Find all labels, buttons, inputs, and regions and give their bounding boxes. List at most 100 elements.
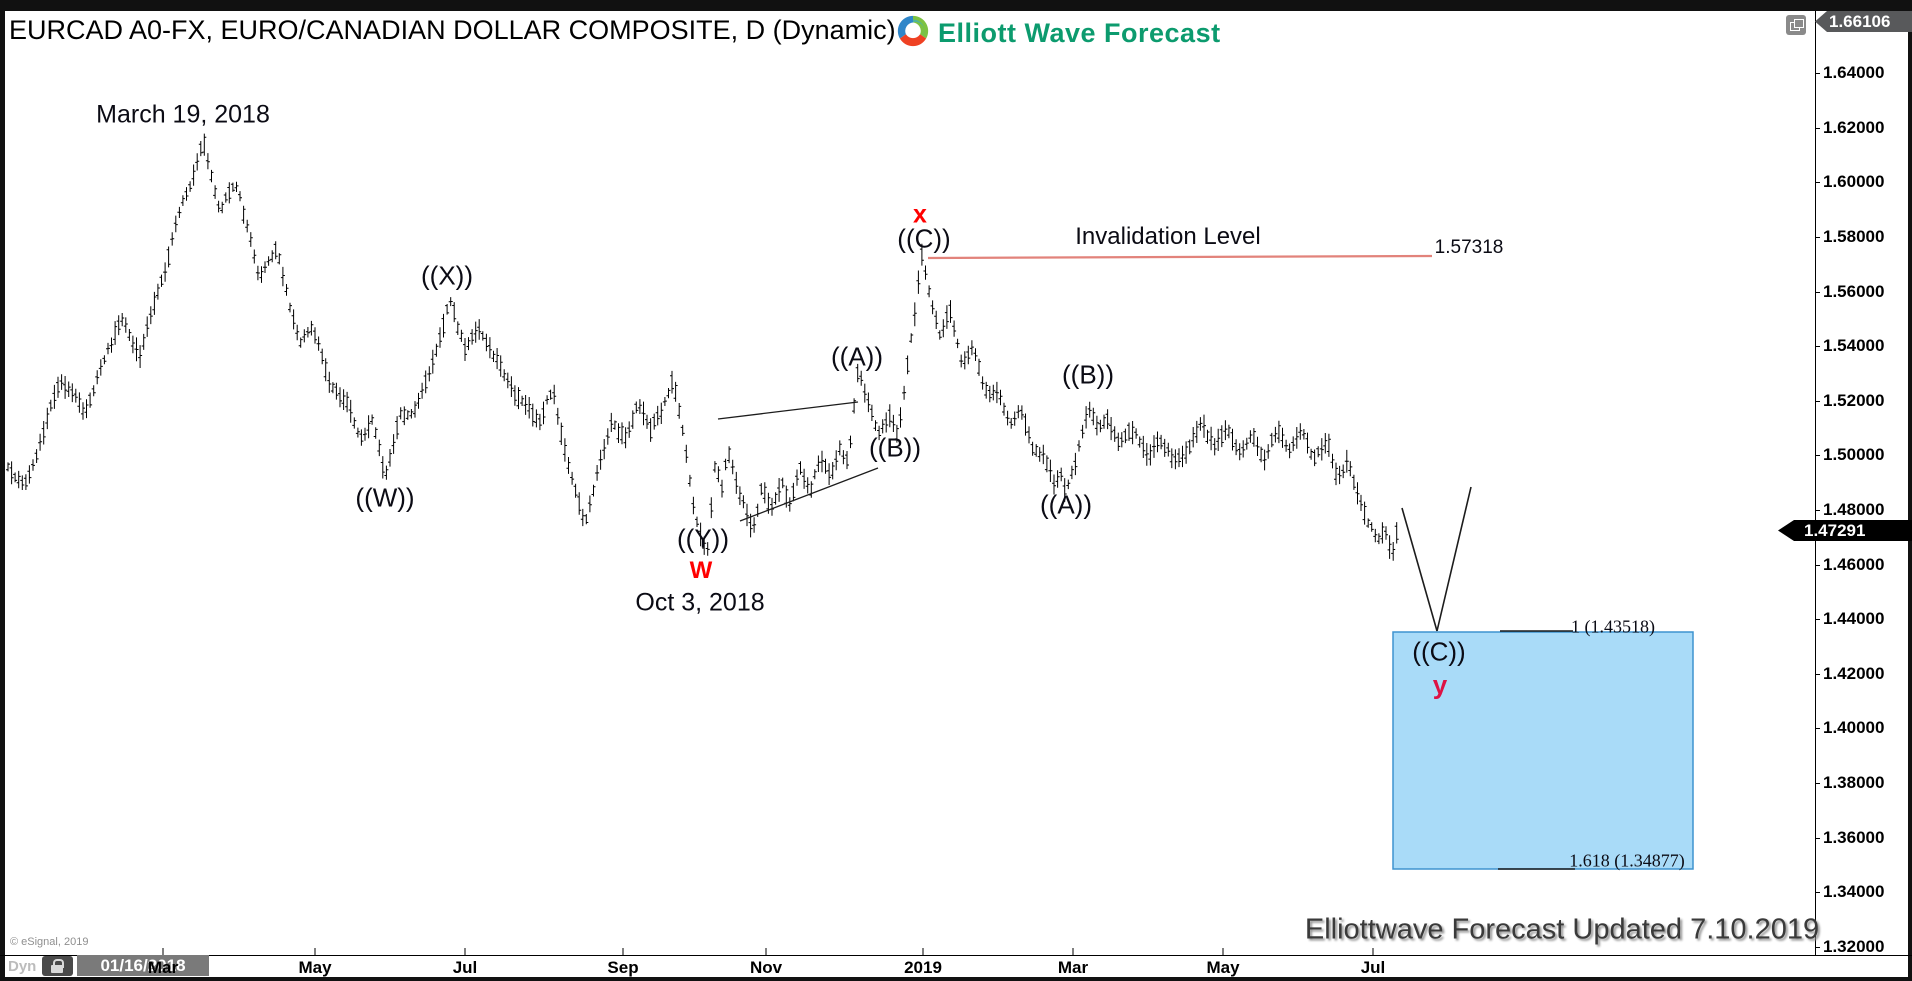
price-axis-label: 1.32000 xyxy=(1823,937,1885,956)
price-axis-label: 1.62000 xyxy=(1823,118,1885,137)
wave-label-ww: ((W)) xyxy=(355,482,415,513)
wave-label-a2: ((A)) xyxy=(1040,489,1092,520)
trend-line-2 xyxy=(1401,507,1438,632)
price-axis-label: 1.58000 xyxy=(1823,227,1885,246)
target-box xyxy=(1392,631,1694,870)
time-axis-tick xyxy=(314,948,316,955)
price-axis-tick xyxy=(1815,128,1820,129)
ohlc-bars xyxy=(6,133,1399,561)
last-price-tag: 1.47291 xyxy=(1778,520,1912,541)
time-axis-label: May xyxy=(1206,958,1240,977)
price-axis-tick xyxy=(1815,510,1820,511)
window-restore-icon[interactable] xyxy=(1786,15,1806,35)
time-axis-tick xyxy=(1222,948,1224,955)
price-axis-tick xyxy=(1815,947,1820,948)
logo-text: Elliott Wave Forecast xyxy=(938,18,1221,48)
price-axis-label: 1.50000 xyxy=(1823,445,1885,464)
invalidation-level-line xyxy=(927,254,1433,260)
time-axis-tick xyxy=(922,948,924,955)
time-axis-label: Sep xyxy=(607,958,639,977)
price-axis-label: 1.64000 xyxy=(1823,63,1885,82)
price-axis-label: 1.48000 xyxy=(1823,500,1885,519)
time-axis-tick xyxy=(1372,948,1374,955)
wave-label-c1: ((C)) xyxy=(897,223,951,254)
wave-label-b1: ((B)) xyxy=(869,432,921,463)
date-label-oct: Oct 3, 2018 xyxy=(635,588,765,617)
window-right-edge xyxy=(1908,0,1912,981)
time-axis-label: Jul xyxy=(1360,958,1386,977)
ohlc-bars-layer xyxy=(6,133,1399,561)
wave-label-w: W xyxy=(689,557,713,584)
chart-title: EURCAD A0-FX, EURO/CANADIAN DOLLAR COMPO… xyxy=(9,15,896,45)
wave-label-c2: ((C)) xyxy=(1412,636,1466,667)
lock-icon[interactable] xyxy=(42,956,73,976)
price-axis-tick xyxy=(1815,674,1820,675)
wave-label-xx: ((X)) xyxy=(421,260,473,291)
wave-label-x: x xyxy=(913,200,927,229)
trend-line-1 xyxy=(739,467,879,522)
update-watermark: Elliottwave Forecast Updated 7.10.2019 xyxy=(1304,913,1820,946)
fib-level-100: 1 (1.43518) xyxy=(1571,616,1655,637)
price-axis-label: 1.44000 xyxy=(1823,609,1885,628)
wave-label-y: y xyxy=(1432,669,1448,700)
time-axis-tick xyxy=(622,948,624,955)
window-bottom-bar xyxy=(0,977,1912,981)
wave-label-b2: ((B)) xyxy=(1062,359,1114,390)
price-axis-label: 1.40000 xyxy=(1823,718,1885,737)
time-axis-tick xyxy=(1072,948,1074,955)
window-high-price-tag: 1.66106 xyxy=(1815,11,1912,32)
price-axis-label: 1.42000 xyxy=(1823,664,1885,683)
time-axis-tick xyxy=(162,948,164,955)
invalidation-price: 1.57318 xyxy=(1434,237,1504,258)
trend-line-3 xyxy=(1436,486,1472,632)
trend-line-0 xyxy=(717,401,859,420)
price-axis-label: 1.60000 xyxy=(1823,172,1885,191)
time-axis-label: Mar xyxy=(1057,958,1089,977)
price-axis-tick xyxy=(1815,619,1820,620)
price-axis-label: 1.46000 xyxy=(1823,555,1885,574)
price-axis-tick xyxy=(1815,401,1820,402)
price-axis-label: 1.54000 xyxy=(1823,336,1885,355)
price-axis-tick xyxy=(1815,346,1820,347)
price-axis-line xyxy=(1815,11,1816,955)
price-axis-label: 1.56000 xyxy=(1823,282,1885,301)
target-box-layer xyxy=(1392,631,1694,870)
time-axis-tick xyxy=(765,948,767,955)
price-axis-label: 1.36000 xyxy=(1823,828,1885,847)
time-axis-label: May xyxy=(298,958,332,977)
price-axis-tick xyxy=(1815,783,1820,784)
window-top-bar xyxy=(0,0,1912,11)
price-axis-tick xyxy=(1815,728,1820,729)
date-label-march: March 19, 2018 xyxy=(96,100,270,129)
invalidation-label: Invalidation Level xyxy=(1075,223,1261,250)
overlay-lines-layer xyxy=(717,254,1575,870)
price-axis-tick xyxy=(1815,73,1820,74)
dyn-template-button[interactable]: Dyn xyxy=(8,958,37,975)
wave-label-yy: ((Y)) xyxy=(677,523,729,554)
time-axis-line xyxy=(0,955,1912,956)
price-axis-label: 1.52000 xyxy=(1823,391,1885,410)
esignal-copyright: © eSignal, 2019 xyxy=(10,936,89,948)
price-axis-tick xyxy=(1815,838,1820,839)
wave-label-a1: ((A)) xyxy=(831,341,883,372)
time-axis-label: Jul xyxy=(452,958,478,977)
price-axis-label: 1.34000 xyxy=(1823,882,1885,901)
fib-level-1618: 1.618 (1.34877) xyxy=(1569,850,1685,871)
price-axis-tick xyxy=(1815,292,1820,293)
price-axis-tick xyxy=(1815,565,1820,566)
time-axis-label: Mar xyxy=(147,958,179,977)
price-axis-label: 1.38000 xyxy=(1823,773,1885,792)
window-left-edge xyxy=(0,0,5,981)
time-axis-label: 2019 xyxy=(904,958,942,977)
brand-logo: Elliott Wave Forecast xyxy=(896,14,1221,53)
price-axis-tick xyxy=(1815,455,1820,456)
price-axis-tick xyxy=(1815,892,1820,893)
time-axis-label: Nov xyxy=(749,958,783,977)
price-axis-tick xyxy=(1815,237,1820,238)
first-bar-date-stamp[interactable]: 01/16/2018 xyxy=(77,955,209,976)
price-axis-tick xyxy=(1815,182,1820,183)
logo-swirl-icon xyxy=(896,14,930,53)
time-axis-tick xyxy=(464,948,466,955)
